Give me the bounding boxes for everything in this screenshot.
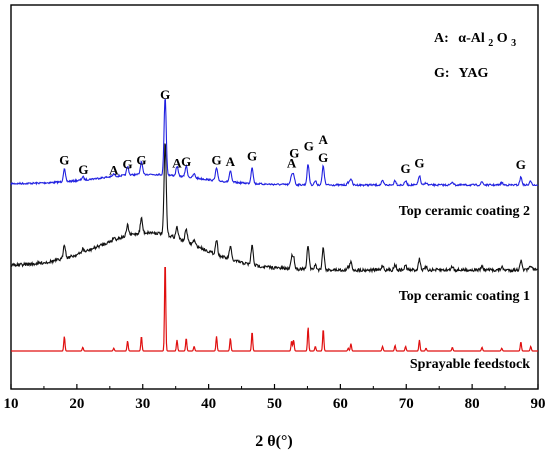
x-tick-label: 20 [69,396,84,412]
x-tick-label: 60 [333,396,348,412]
x-tick-label: 80 [465,396,480,412]
x-tick-label: 50 [267,396,282,412]
phase-label-g: G [289,146,299,161]
phase-label-g: G [123,156,133,171]
series-label: Top ceramic coating 1 [399,289,530,304]
legend-entry-alumina: A: α-Al 2 O 3 [434,31,516,50]
series-layer: Top ceramic coating 2 Top ceramic coating… [10,98,539,372]
legend-key-a: A: [434,31,449,46]
phase-label-layer: GG A G GGA G G A G AG G AGG G G [59,87,526,178]
x-tick-label: 30 [135,396,150,412]
legend-alumina-phase: α-Al [458,31,485,46]
legend-entry-yag: G: YAG [434,66,488,81]
phase-label-g: G [136,152,146,167]
x-tick-label: 90 [531,396,546,412]
legend-alumina-sub1: 2 [488,38,493,49]
phase-label-a: A [287,156,297,171]
plot-frame [10,4,539,390]
series-top-ceramic-coating-2: Top ceramic coating 2 [10,98,539,219]
series-line [10,143,539,274]
legend-alumina-mid: O [497,31,508,46]
x-axis-ticks: 10 20 30 40 50 60 70 80 90 [4,384,546,412]
series-sprayable-feedstock: Sprayable feedstock [11,267,538,372]
phase-label-g: G [211,152,221,167]
legend-key-g: G: [434,66,450,81]
phase-label-g: G [247,149,257,164]
x-axis-label: 2 θ(°) [255,433,292,450]
phase-label-g: G [160,87,170,102]
series-label: Sprayable feedstock [410,357,530,372]
legend: A: α-Al 2 O 3 G: YAG [434,31,516,81]
phase-label-a: A [226,154,236,169]
x-tick-label: 10 [4,396,19,412]
series-top-ceramic-coating-1: Top ceramic coating 1 [10,143,539,304]
series-line [11,267,538,352]
phase-label-g: G [516,157,526,172]
x-tick-label: 70 [399,396,414,412]
phase-label-g: G [318,150,328,165]
phase-label-g: G [401,161,411,176]
x-tick-label: 40 [201,396,216,412]
phase-label-g: G [181,154,191,169]
legend-yag-phase: YAG [459,66,489,81]
phase-label-g: G [78,162,88,177]
phase-label-a: A [109,163,119,178]
series-line [10,98,539,188]
phase-label-g: G [414,156,424,171]
phase-label-a: A [319,132,329,147]
phase-label-a: A [172,156,182,171]
legend-alumina-sub2: 3 [511,38,516,49]
phase-label-g: G [59,152,69,167]
phase-label-g: G [304,139,314,154]
series-label: Top ceramic coating 2 [399,204,530,219]
